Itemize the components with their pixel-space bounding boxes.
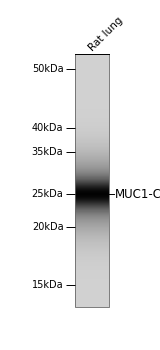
Bar [75,54,109,307]
Text: 20kDa: 20kDa [32,222,63,232]
Text: 25kDa: 25kDa [32,189,63,199]
Text: 35kDa: 35kDa [32,147,63,158]
Text: Rat lung: Rat lung [87,15,125,53]
Text: 15kDa: 15kDa [32,280,63,289]
Text: 50kDa: 50kDa [32,64,63,74]
Text: 40kDa: 40kDa [32,123,63,133]
Text: MUC1-C: MUC1-C [115,188,160,201]
